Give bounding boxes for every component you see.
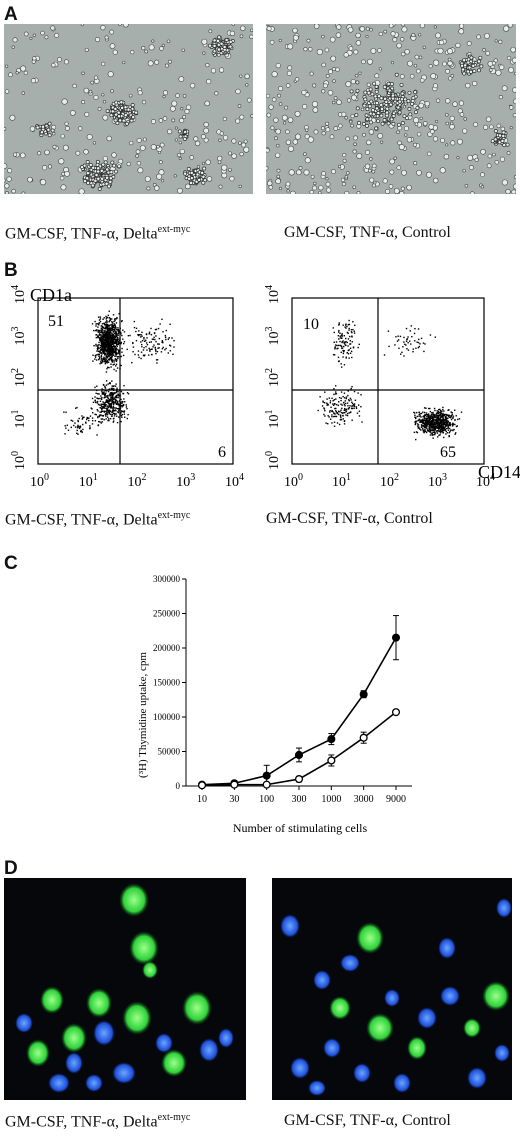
flow-x-tick: 104 [225, 472, 244, 490]
flow-x-tick: 101 [332, 472, 351, 490]
panel-b-label: B [4, 260, 18, 281]
flow-y-tick: 104 [264, 285, 282, 304]
chart-x-tick: 10 [197, 794, 207, 805]
data-point-open [327, 756, 336, 765]
flow-y-tick: 102 [264, 368, 282, 387]
flow-cytometry-plots: CD1a CD14 100100101101102102103103104104… [10, 285, 520, 490]
chart-x-axis-label: Number of stimulating cells [233, 821, 368, 835]
panel-d-caption-left: GM-CSF, TNF-α, Deltaext-myc [5, 1112, 191, 1131]
flow-y-tick: 100 [10, 451, 28, 470]
panel-d-label: D [4, 858, 18, 879]
fluorescence-image-control [272, 878, 512, 1100]
panel-a-caption-right: GM-CSF, TNF-α, Control [284, 224, 451, 241]
chart-x-tick: 300 [292, 794, 307, 805]
data-point-open [197, 781, 207, 790]
flow-y-tick: 101 [10, 410, 28, 429]
panel-c-label: C [4, 553, 18, 574]
data-point-filled [294, 750, 304, 760]
chart-y-tick: 150000 [153, 678, 181, 688]
flow-x-tick: 100 [30, 472, 49, 490]
chart-x-tick: 3000 [354, 794, 374, 805]
data-point-open [294, 775, 304, 784]
chart-x-tick: 1000 [321, 794, 341, 805]
flow-x-label: CD14 [478, 462, 520, 482]
data-point-filled [262, 771, 271, 780]
flow-x-tick: 100 [284, 472, 303, 490]
panel-b-caption-right: GM-CSF, TNF-α, Control [266, 510, 433, 527]
quadrant-left-upper: 51 [48, 313, 64, 330]
chart-y-tick: 200000 [153, 643, 181, 653]
chart-y-tick: 300000 [153, 574, 181, 584]
panel-a-label: A [4, 4, 18, 25]
fluorescence-image-delta [4, 878, 246, 1100]
quadrant-left-lower: 6 [218, 444, 226, 461]
chart-y-axis-label: (³H) Thymidine uptake, cpm [137, 652, 149, 778]
data-point-open [262, 780, 271, 789]
flow-x-tick: 103 [176, 472, 195, 490]
proliferation-chart: (³H) Thymidine uptake, cpm Number of sti… [137, 574, 412, 835]
flow-x-tick: 104 [476, 472, 495, 490]
chart-y-tick: 100000 [153, 712, 181, 722]
quadrant-right-lower: 65 [440, 444, 456, 461]
flow-y-tick: 102 [10, 368, 28, 387]
flow-y-tick: 100 [264, 451, 282, 470]
flow-y-label: CD1a [30, 285, 72, 305]
chart-x-tick: 9000 [386, 794, 406, 805]
flow-y-tick: 101 [264, 410, 282, 429]
data-point-filled [359, 690, 368, 699]
chart-x-tick: 100 [259, 794, 274, 805]
chart-y-tick: 0 [176, 781, 181, 791]
chart-y-tick: 250000 [153, 609, 181, 619]
data-point-filled [391, 633, 401, 642]
panel-d-caption-right: GM-CSF, TNF-α, Control [284, 1112, 451, 1129]
panel-a-caption-left: GM-CSF, TNF-α, Deltaext-myc [5, 224, 191, 243]
flow-x-tick: 102 [380, 472, 399, 490]
flow-x-tick: 101 [79, 472, 98, 490]
flow-y-tick: 103 [264, 327, 282, 346]
data-point-open [391, 708, 401, 717]
brightfield-image-delta [4, 24, 253, 194]
flow-x-tick: 102 [128, 472, 147, 490]
data-point-open [230, 780, 239, 789]
panel-b-caption-left: GM-CSF, TNF-α, Deltaext-myc [5, 510, 191, 529]
quadrant-right-upper: 10 [303, 316, 319, 333]
chart-x-tick: 30 [229, 794, 239, 805]
series-line-filled [201, 637, 397, 786]
chart-y-tick: 50000 [158, 747, 181, 757]
data-point-open [359, 733, 368, 742]
flow-y-tick: 103 [10, 327, 28, 346]
flow-y-tick: 104 [10, 285, 28, 304]
data-point-filled [327, 735, 336, 744]
brightfield-image-control [266, 24, 516, 194]
flow-x-tick: 103 [428, 472, 447, 490]
